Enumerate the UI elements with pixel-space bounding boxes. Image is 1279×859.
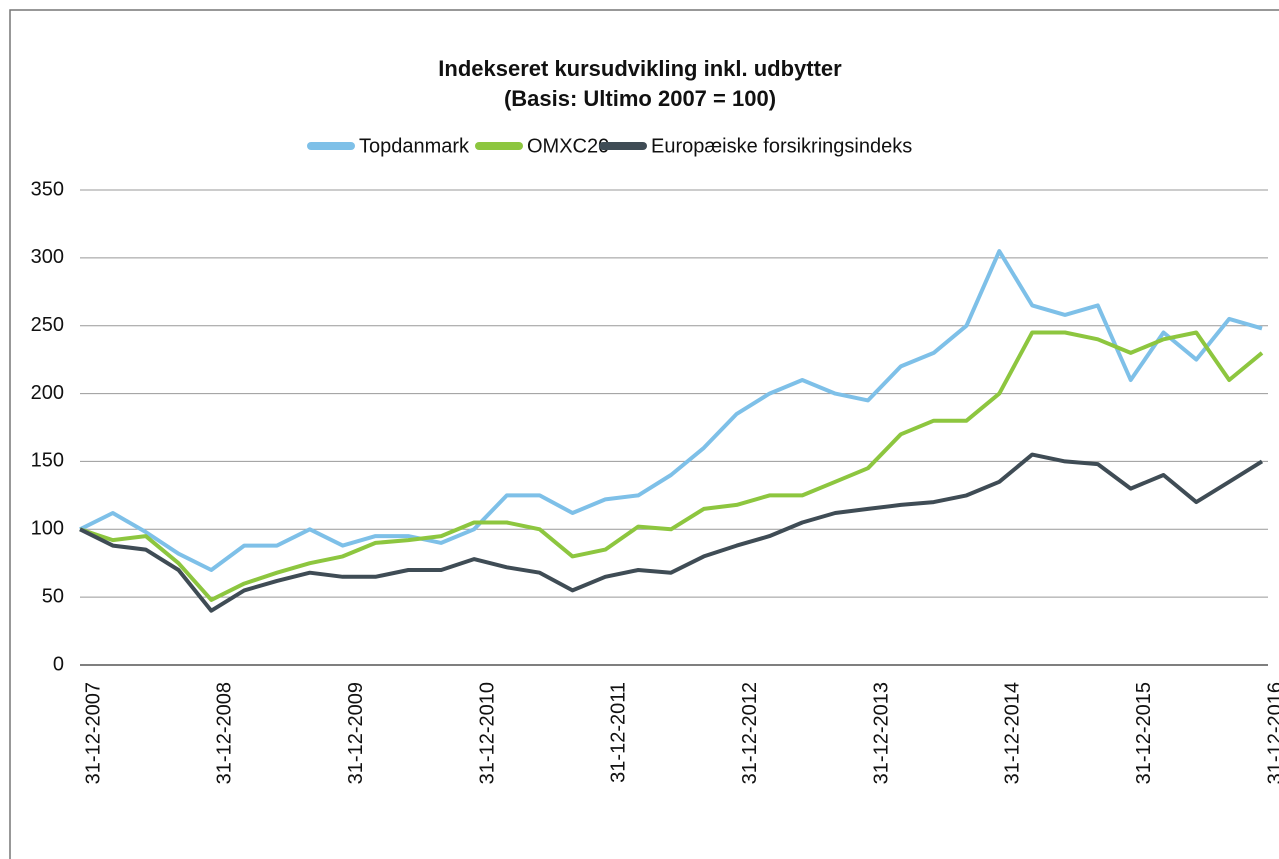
x-tick-label: 31-12-2014	[1002, 682, 1024, 784]
y-tick-label: 100	[31, 518, 64, 540]
x-tick-label: 31-12-2007	[82, 682, 104, 784]
y-tick-label: 200	[31, 382, 64, 404]
x-tick-label: 31-12-2015	[1133, 682, 1155, 784]
x-tick-label: 31-12-2008	[214, 682, 236, 784]
legend-label: Europæiske forsikringsindeks	[651, 135, 912, 157]
x-tick-label: 31-12-2009	[345, 682, 367, 784]
legend-label: Topdanmark	[359, 135, 470, 157]
series-line	[79, 249, 1263, 572]
y-tick-label: 300	[31, 246, 64, 268]
chart-title: Indekseret kursudvikling inkl. udbytter	[438, 56, 842, 81]
y-tick-label: 350	[31, 178, 64, 200]
series-line	[79, 452, 1264, 613]
y-tick-label: 50	[42, 585, 64, 607]
x-tick-label: 31-12-2016	[1264, 682, 1279, 784]
series-line	[79, 330, 1264, 602]
x-tick-label: 31-12-2010	[476, 682, 498, 784]
x-tick-label: 31-12-2013	[870, 682, 892, 784]
y-tick-label: 0	[53, 653, 64, 675]
legend-label: OMXC20	[527, 135, 609, 157]
y-tick-label: 150	[31, 450, 64, 472]
frame	[9, 9, 1279, 859]
x-tick-label: 31-12-2012	[739, 682, 761, 784]
chart-subtitle: (Basis: Ultimo 2007 = 100)	[504, 86, 776, 111]
y-tick-label: 250	[31, 314, 64, 336]
x-tick-label: 31-12-2011	[608, 682, 630, 783]
